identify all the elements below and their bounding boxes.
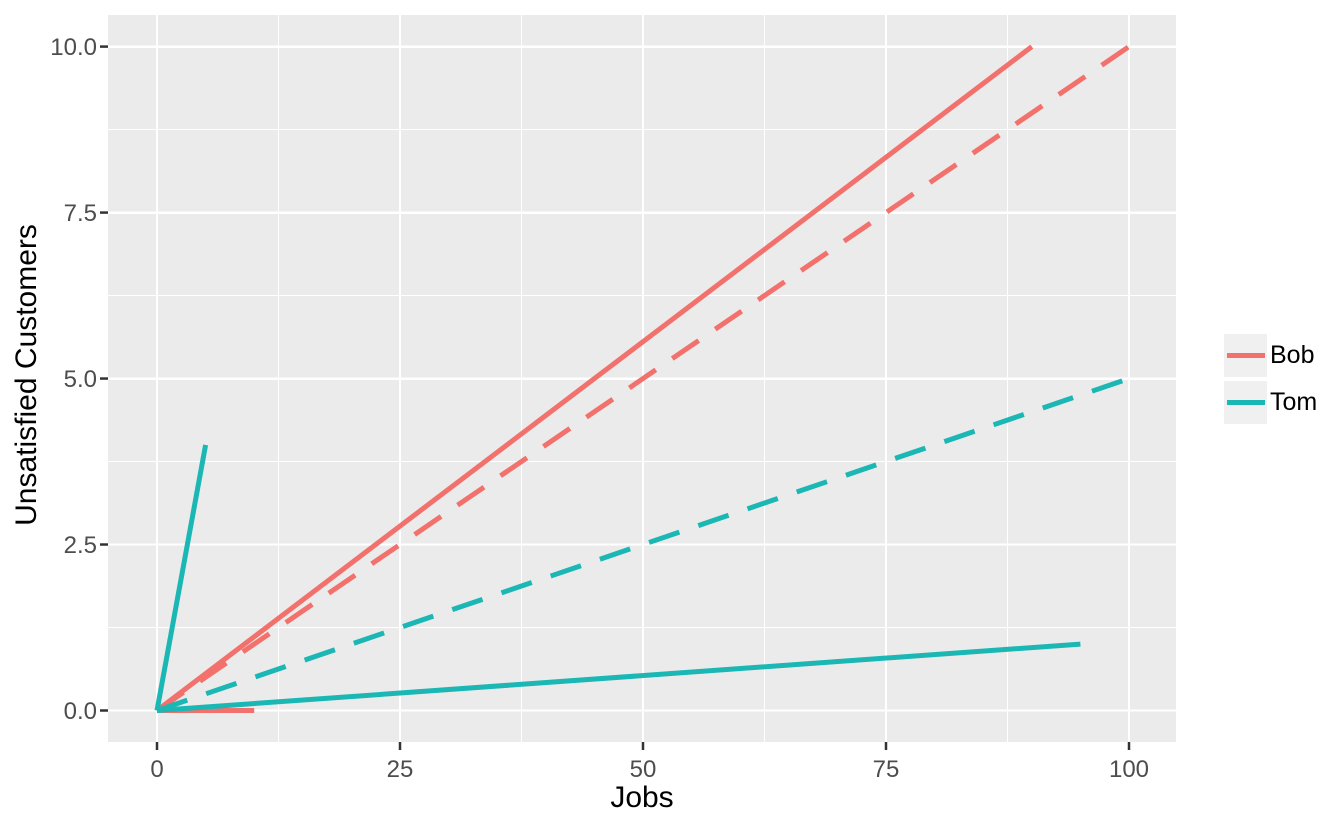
y-tick-label: 10.0 (50, 34, 97, 61)
series-line-bob-dashed-2 (155, 44, 1131, 713)
series-line-tom-solid-4 (156, 641, 1081, 713)
x-tick-label: 75 (873, 756, 900, 783)
legend: Bob Tom (1224, 334, 1317, 424)
series-line-bob-solid-0 (155, 44, 1034, 713)
legend-label-tom: Tom (1270, 388, 1318, 416)
x-tick-label: 50 (630, 756, 657, 783)
legend-key-line-icon (1226, 400, 1265, 405)
y-tick-label: 7.5 (64, 200, 97, 227)
y-tick-label: 0.0 (64, 698, 97, 725)
x-axis-title: Jobs (610, 781, 674, 814)
y-tick-label: 2.5 (64, 532, 97, 559)
series-line-tom-solid-5 (154, 444, 209, 711)
y-axis-title: Unsatisfied Customers (10, 224, 43, 526)
legend-key-bob (1224, 334, 1267, 377)
legend-entry-bob: Bob (1224, 334, 1317, 377)
x-tick-label: 0 (150, 756, 163, 783)
y-tick-label: 5.0 (64, 366, 97, 393)
legend-key-line-icon (1226, 353, 1265, 358)
x-tick-label: 25 (387, 756, 414, 783)
x-tick-label: 100 (1109, 756, 1149, 783)
legend-key-tom (1224, 381, 1267, 424)
legend-entry-tom: Tom (1224, 381, 1317, 424)
legend-label-bob: Bob (1270, 341, 1315, 369)
series-line-tom-dashed-3 (156, 376, 1130, 713)
